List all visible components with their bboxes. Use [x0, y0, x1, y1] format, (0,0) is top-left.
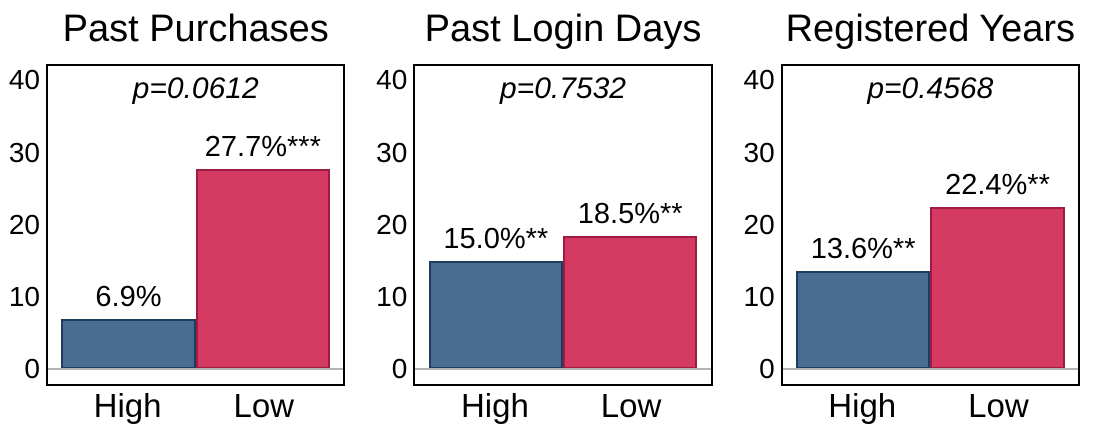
y-tick-label: 0	[24, 353, 40, 384]
y-tick-label: 10	[743, 280, 775, 312]
plot-panel: p=0.7532 15.0%** 18.5%**	[413, 64, 713, 386]
bar-value-label-low: 22.4%**	[945, 169, 1050, 202]
bar-high	[795, 270, 931, 369]
bar-low	[930, 207, 1065, 369]
y-tick-label: 20	[376, 208, 408, 240]
x-axis-baseline	[415, 368, 711, 370]
x-category-high: High	[93, 387, 162, 424]
x-axis-category-labels: High Low	[413, 386, 712, 429]
plot-panel: p=0.0612 6.9% 27.7%***	[46, 64, 346, 386]
p-value-annotation: p=0.7532	[500, 72, 626, 105]
y-axis-tick-labels: 0 10 20 30 40	[367, 64, 413, 386]
x-category-low: Low	[233, 387, 295, 424]
bar-low	[195, 169, 331, 369]
bar-high	[61, 319, 196, 369]
plot-row: 0 10 20 30 40 p=0.4568 13.6%** 22.4%**	[735, 64, 1102, 386]
plot-row: 0 10 20 30 40 p=0.7532 15.0%** 18.5%**	[367, 64, 734, 386]
x-axis-category-labels: High Low	[46, 386, 345, 429]
x-axis-baseline	[782, 368, 1078, 370]
bar-value-label-high: 6.9%	[95, 281, 162, 314]
chart-past-login-days: Past Login Days 0 10 20 30 40 p=0.7532 15.0%…	[367, 0, 734, 429]
chart-past-purchases: Past Purchases 0 10 20 30 40 p=0.0612 6.9% 2…	[0, 0, 367, 429]
bar-value-label-low: 18.5%**	[577, 197, 683, 230]
y-axis-tick-labels: 0 10 20 30 40	[0, 64, 46, 386]
p-value-annotation: p=0.4568	[867, 72, 994, 105]
plot-panel: p=0.4568 13.6%** 22.4%**	[780, 64, 1080, 386]
y-tick-label: 30	[743, 136, 775, 168]
x-category-low: Low	[968, 387, 1029, 424]
chart-registered-years: Registered Years 0 10 20 30 40 p=0.4568 13.6…	[735, 0, 1102, 429]
chart-title: Past Login Days	[424, 8, 702, 50]
x-category-high: High	[828, 387, 897, 424]
x-category-high: High	[460, 387, 529, 424]
bar-value-label-low: 27.7%***	[204, 131, 321, 164]
bar-high	[428, 260, 563, 369]
y-tick-label: 40	[8, 64, 40, 96]
y-tick-label: 10	[376, 280, 408, 312]
y-tick-label: 10	[8, 280, 40, 312]
x-axis-category-labels: High Low	[781, 386, 1080, 429]
y-axis-tick-labels: 0 10 20 30 40	[735, 64, 781, 386]
y-tick-label: 20	[743, 208, 775, 240]
bar-value-label-high: 15.0%**	[443, 222, 549, 255]
bar-value-label-high: 13.6%**	[810, 232, 916, 265]
x-axis-baseline	[48, 368, 344, 370]
y-tick-label: 40	[743, 64, 775, 96]
y-tick-label: 30	[8, 136, 40, 168]
y-tick-label: 0	[391, 353, 408, 384]
y-tick-label: 40	[376, 64, 408, 96]
y-tick-label: 0	[759, 353, 775, 384]
plot-row: 0 10 20 30 40 p=0.0612 6.9% 27.7%***	[0, 64, 367, 386]
y-tick-label: 30	[376, 136, 408, 168]
chart-title: Registered Years	[785, 8, 1076, 50]
x-category-low: Low	[600, 387, 662, 424]
p-value-annotation: p=0.0612	[132, 72, 259, 105]
y-tick-label: 20	[8, 208, 40, 240]
bar-low	[562, 235, 698, 369]
chart-title: Past Purchases	[62, 8, 329, 50]
